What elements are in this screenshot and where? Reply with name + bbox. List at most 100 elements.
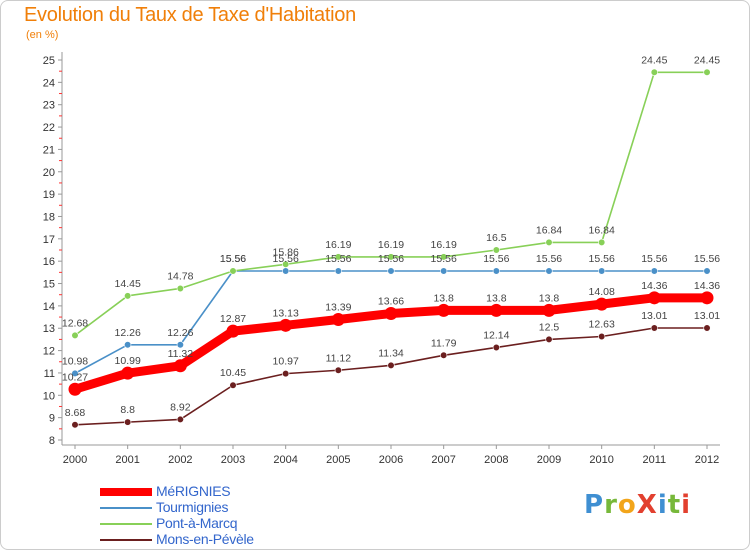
legend-swatch-mons-en-pevele [100, 539, 152, 541]
data-point-mons-en-pevele [440, 351, 448, 359]
legend-item-mons-en-pevele: Mons-en-Pévèle [100, 531, 340, 548]
data-point-tourmignies [440, 267, 448, 275]
data-point-mons-en-pevele [492, 343, 500, 352]
data-label-tourmignies: 15.56 [325, 253, 351, 265]
y-tick-label: 12 [43, 346, 55, 358]
data-point-mons-en-pevele [387, 361, 395, 369]
y-tick-label: 17 [43, 234, 55, 246]
data-point-pont-a-marcq [650, 68, 658, 76]
data-point-pont-a-marcq [440, 253, 448, 261]
data-point-tourmignies [282, 267, 290, 275]
data-point-mons-en-pevele [282, 370, 290, 378]
legend-label-mons-en-pevele: Mons-en-Pévèle [156, 531, 254, 547]
data-point-merignies [384, 306, 398, 320]
data-point-tourmignies [334, 267, 342, 275]
data-label-mons-en-pevele: 13.01 [641, 310, 667, 322]
data-point-mons-en-pevele [334, 366, 342, 374]
y-tick-label: 24 [43, 77, 55, 89]
data-label-merignies: 13.66 [378, 295, 404, 307]
y-tick-label: 19 [43, 189, 55, 201]
data-label-pont-a-marcq: 15.56 [220, 253, 246, 265]
data-label-tourmignies: 15.56 [589, 253, 615, 265]
data-label-merignies: 10.27 [62, 371, 88, 383]
data-label-pont-a-marcq: 16.19 [378, 239, 404, 251]
data-point-mons-en-pevele [598, 332, 606, 341]
x-tick-label: 2001 [115, 454, 139, 466]
data-label-mons-en-pevele: 12.5 [539, 321, 560, 333]
data-point-pont-a-marcq [703, 68, 711, 76]
data-point-pont-a-marcq [545, 238, 553, 246]
data-point-merignies [68, 382, 82, 396]
data-label-merignies: 10.99 [115, 355, 141, 367]
data-point-merignies [121, 366, 135, 380]
y-tick-label: 21 [43, 144, 55, 156]
x-tick-label: 2003 [221, 454, 245, 466]
data-point-tourmignies [545, 267, 553, 275]
legend-item-pont-a-marcq: Pont-à-Marcq [100, 515, 340, 532]
data-label-mons-en-pevele: 11.12 [326, 352, 352, 364]
data-label-mons-en-pevele: 11.34 [378, 347, 404, 359]
data-label-mons-en-pevele: 12.14 [483, 329, 509, 341]
data-label-tourmignies: 15.56 [220, 253, 246, 265]
data-label-tourmignies: 12.26 [167, 327, 193, 339]
data-label-pont-a-marcq: 16.5 [486, 232, 507, 244]
data-point-tourmignies [492, 267, 500, 275]
data-point-tourmignies [387, 267, 395, 275]
data-point-merignies [173, 359, 187, 373]
data-label-pont-a-marcq: 12.68 [62, 317, 88, 329]
data-label-tourmignies: 15.56 [431, 253, 457, 265]
data-point-pont-a-marcq [229, 267, 237, 275]
x-tick-label: 2009 [537, 454, 561, 466]
y-tick-label: 22 [43, 122, 55, 134]
proxiti-logo[interactable]: ProXiti [584, 490, 692, 520]
data-point-pont-a-marcq [387, 253, 395, 261]
data-point-merignies [489, 303, 503, 317]
data-label-merignies: 13.8 [539, 292, 560, 304]
data-label-pont-a-marcq: 15.86 [273, 246, 299, 258]
data-label-mons-en-pevele: 10.45 [220, 367, 246, 379]
data-point-pont-a-marcq [176, 284, 184, 293]
data-point-mons-en-pevele [703, 324, 711, 332]
data-label-merignies: 14.36 [641, 280, 667, 292]
y-tick-label: 18 [43, 211, 55, 223]
data-point-merignies [226, 324, 240, 338]
data-label-merignies: 13.8 [433, 292, 454, 304]
data-point-mons-en-pevele [71, 421, 79, 429]
data-label-tourmignies: 10.98 [62, 355, 88, 367]
data-label-tourmignies: 12.26 [115, 327, 141, 339]
data-point-merignies [331, 313, 345, 327]
data-point-mons-en-pevele [124, 418, 132, 426]
data-point-pont-a-marcq [124, 292, 132, 300]
x-tick-label: 2010 [589, 454, 613, 466]
x-tick-label: 2004 [273, 454, 297, 466]
data-point-tourmignies [650, 267, 658, 275]
data-label-pont-a-marcq: 16.19 [431, 239, 457, 251]
data-point-merignies [542, 303, 556, 317]
data-label-merignies: 13.39 [325, 302, 351, 314]
data-point-pont-a-marcq [492, 246, 500, 254]
data-label-mons-en-pevele: 12.63 [589, 319, 615, 331]
data-label-mons-en-pevele: 8.92 [170, 401, 191, 413]
data-point-tourmignies [703, 267, 711, 275]
data-label-mons-en-pevele: 10.97 [273, 356, 299, 368]
y-tick-label: 8 [49, 435, 55, 447]
data-point-pont-a-marcq [282, 260, 290, 268]
data-point-mons-en-pevele [545, 335, 553, 344]
x-tick-label: 2012 [695, 454, 719, 466]
x-tick-label: 2006 [379, 454, 403, 466]
x-tick-label: 2000 [63, 454, 87, 466]
y-tick-label: 16 [43, 256, 55, 268]
data-label-mons-en-pevele: 8.68 [65, 407, 86, 419]
data-point-merignies [279, 318, 293, 332]
y-tick-label: 15 [43, 279, 55, 291]
data-point-mons-en-pevele [176, 415, 184, 424]
y-tick-label: 13 [43, 323, 55, 335]
data-point-tourmignies [71, 369, 79, 377]
legend-item-merignies: MéRIGNIES [100, 483, 340, 500]
data-label-pont-a-marcq: 24.45 [641, 54, 667, 66]
data-label-tourmignies: 15.56 [536, 253, 562, 265]
chart-title: Evolution du Taux de Taxe d'Habitation [24, 4, 356, 26]
data-label-tourmignies: 15.56 [483, 253, 509, 265]
data-label-mons-en-pevele: 13.01 [694, 310, 720, 322]
